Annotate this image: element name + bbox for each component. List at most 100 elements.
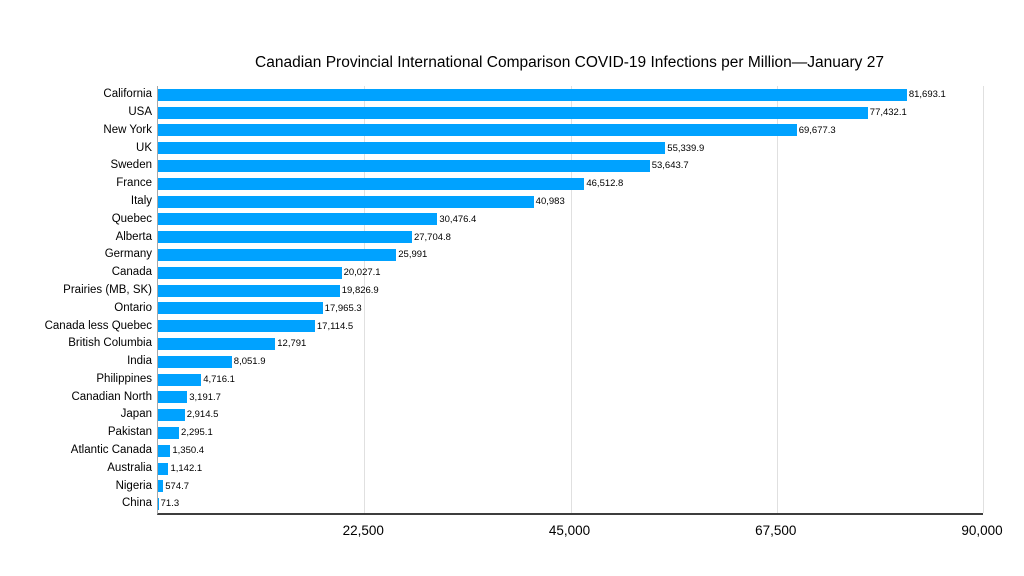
bar[interactable] <box>158 231 412 244</box>
bar[interactable] <box>158 284 340 297</box>
bar[interactable] <box>158 160 650 173</box>
bar[interactable] <box>158 409 185 422</box>
value-label: 574.7 <box>165 480 190 492</box>
value-label: 8,051.9 <box>233 356 266 368</box>
category-label: New York <box>103 123 152 136</box>
bar-row: USA 77,432.1 <box>128 104 983 122</box>
bar-row: Japan 2,914.5 <box>121 406 983 424</box>
value-label: 55,339.9 <box>667 142 705 154</box>
value-label: 1,350.4 <box>172 445 205 457</box>
value-label: 17,965.3 <box>324 302 362 314</box>
category-label: UK <box>136 141 152 154</box>
bar[interactable] <box>158 195 534 208</box>
bar-row: Australia 1,142.1 <box>107 460 983 478</box>
gridline <box>983 86 984 513</box>
bar-row: British Columbia 12,791 <box>68 335 983 353</box>
value-label: 71.3 <box>160 498 180 510</box>
bar-row: Canada 20,027.1 <box>112 264 983 282</box>
value-label: 12,791 <box>277 338 307 350</box>
bar-row: UK 55,339.9 <box>136 139 983 157</box>
x-tick-label: 90,000 <box>961 523 1003 538</box>
category-label: Canada <box>111 266 152 279</box>
bar[interactable] <box>158 355 232 368</box>
bar-row: Canada less Quebec 17,114.5 <box>45 317 983 335</box>
value-label: 25,991 <box>398 249 428 261</box>
category-label: Japan <box>120 408 152 421</box>
value-label: 46,512.8 <box>586 178 624 190</box>
category-label: Alberta <box>115 230 152 243</box>
bar[interactable] <box>158 213 438 226</box>
bar[interactable] <box>158 320 315 333</box>
bar[interactable] <box>158 302 323 315</box>
category-label: Prairies (MB, SK) <box>63 283 152 296</box>
category-label: France <box>116 177 152 190</box>
bar-row: Sweden 53,643.7 <box>110 157 983 175</box>
value-label: 20,027.1 <box>343 267 381 279</box>
bar[interactable] <box>158 106 868 119</box>
bar[interactable] <box>158 391 188 404</box>
bar-row: Atlantic Canada 1,350.4 <box>71 442 983 460</box>
category-label: Australia <box>107 461 152 474</box>
category-label: Canada less Quebec <box>44 319 152 332</box>
bar-row: France 46,512.8 <box>116 175 983 193</box>
bar[interactable] <box>158 124 797 137</box>
category-label: British Columbia <box>68 337 152 350</box>
bar-row: India 8,051.9 <box>127 353 983 371</box>
category-label: California <box>103 88 152 101</box>
bar-row: Prairies (MB, SK) 19,826.9 <box>63 282 983 300</box>
category-label: Canadian North <box>71 390 152 403</box>
bar[interactable] <box>158 498 159 511</box>
chart-title: Canadian Provincial International Compar… <box>255 54 884 71</box>
bar[interactable] <box>158 373 202 386</box>
bar-row: Canadian North 3,191.7 <box>71 389 983 407</box>
category-label: China <box>121 497 152 510</box>
bar-row: Quebec 30,476.4 <box>112 211 983 229</box>
category-label: Ontario <box>114 301 152 314</box>
bar[interactable] <box>158 338 276 351</box>
bar[interactable] <box>158 427 180 440</box>
gridline <box>570 86 572 513</box>
value-label: 30,476.4 <box>439 213 477 225</box>
category-label: Italy <box>130 194 152 207</box>
bar-row: Germany 25,991 <box>105 246 983 264</box>
x-tick-label: 67,500 <box>755 523 797 538</box>
bar[interactable] <box>158 462 169 475</box>
bar-row: New York 69,677.3 <box>103 122 983 140</box>
value-label: 17,114.5 <box>316 320 354 332</box>
bar-row: Ontario 17,965.3 <box>114 300 983 318</box>
bar-row: Nigeria 574.7 <box>116 478 983 496</box>
bar-row: Philippines 4,716.1 <box>96 371 983 389</box>
value-label: 40,983 <box>535 195 565 207</box>
bar[interactable] <box>158 266 342 279</box>
category-label: Pakistan <box>107 426 152 439</box>
value-label: 4,716.1 <box>203 373 235 385</box>
bars-area: California 81,693.1 USA 77,432.1 New York 69,… <box>45 86 983 513</box>
bar[interactable] <box>158 142 666 155</box>
category-label: USA <box>128 105 152 118</box>
bar-row: Pakistan 2,295.1 <box>108 424 983 442</box>
gridline <box>776 86 778 513</box>
x-tick-label: 22,500 <box>342 523 384 538</box>
category-label: Germany <box>104 248 152 261</box>
gridline <box>364 86 366 513</box>
category-label: Atlantic Canada <box>70 444 152 457</box>
category-label: India <box>127 355 152 368</box>
plot-area: California 81,693.1 USA 77,432.1 New York 69,… <box>45 86 984 515</box>
bar[interactable] <box>158 88 907 101</box>
bar-row: California 81,693.1 <box>103 86 983 104</box>
bar-row: Alberta 27,704.8 <box>116 228 983 246</box>
bar[interactable] <box>158 444 171 457</box>
x-axis-labels: 22,500 45,000 67,500 90,000 <box>157 523 1003 543</box>
value-label: 27,704.8 <box>413 231 451 243</box>
bar[interactable] <box>158 480 164 493</box>
category-label: Quebec <box>111 212 152 225</box>
value-label: 2,914.5 <box>186 409 219 421</box>
x-tick-label: 45,000 <box>548 523 591 538</box>
category-label: Sweden <box>110 159 152 172</box>
value-label: 3,191.7 <box>189 391 221 403</box>
bar[interactable] <box>158 249 397 262</box>
bar-row: China 71.3 <box>122 495 983 513</box>
bar[interactable] <box>158 177 585 190</box>
value-label: 53,643.7 <box>651 160 689 172</box>
